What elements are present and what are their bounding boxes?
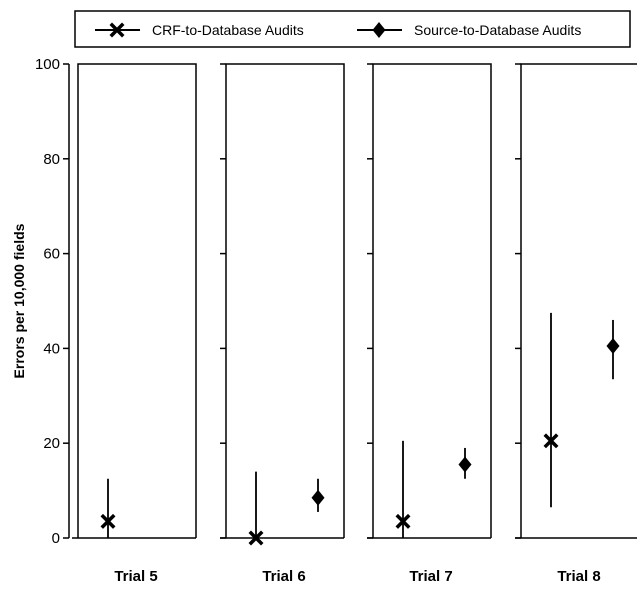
category-label: Trial 6 [262,568,305,585]
panel-frame [77,63,197,538]
data-point-crf [100,513,116,529]
panel-trial-7 [367,63,492,539]
category-label: Trial 8 [557,568,600,585]
y-tick-label: 100 [35,56,60,73]
category-labels: Trial 5 Trial 6 Trial 7 Trial 8 [114,568,600,585]
y-tick-label: 40 [43,340,60,357]
legend-box [74,10,631,48]
panel-frame [372,63,492,538]
y-tick-label: 20 [43,435,60,452]
panel-frame [225,63,345,538]
legend-label-source: Source-to-Database Audits [414,22,581,38]
data-point-crf [248,530,264,546]
data-marks [100,312,620,546]
data-point-crf [543,433,559,449]
legend-label-crf: CRF-to-Database Audits [152,22,304,38]
y-tick-label: 80 [43,151,60,168]
category-label: Trial 7 [409,568,452,585]
data-point-source [311,489,325,506]
y-tick-label: 60 [43,246,60,263]
y-ticks: 0 20 40 60 80 100 [35,56,69,547]
y-axis-title: Errors per 10,000 fields [11,223,27,378]
legend: CRF-to-Database Audits Source-to-Databas… [74,10,631,48]
legend-marker-crf [109,22,125,38]
panel-frame [520,63,637,538]
category-label: Trial 5 [114,568,157,585]
data-point-source [458,456,472,473]
y-tick-label: 0 [52,530,60,547]
panel-trial-5 [72,63,197,539]
legend-marker-source [372,22,386,38]
trial-panels [72,63,637,539]
data-point-crf [395,513,411,529]
data-point-source [606,338,620,355]
panel-trial-6 [220,63,345,539]
panel-trial-8 [515,63,637,539]
